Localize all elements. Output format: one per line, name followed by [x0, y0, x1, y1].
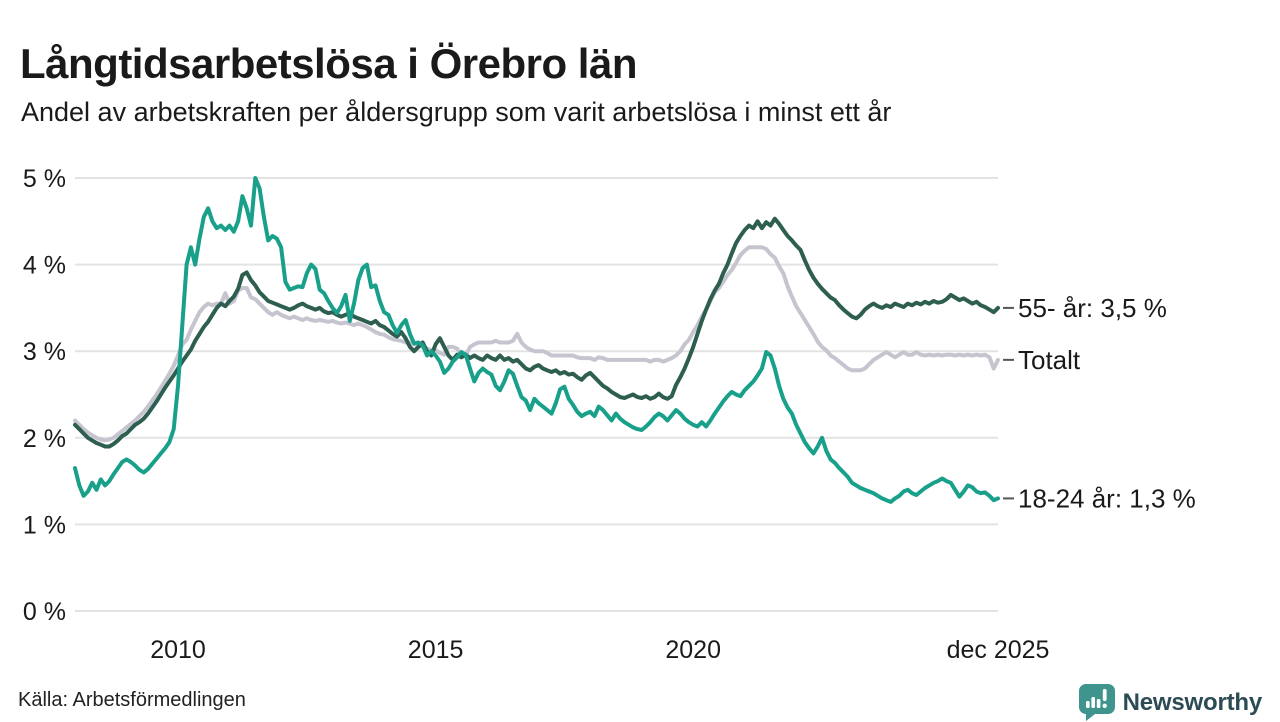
- y-tick-label: 1 %: [23, 511, 66, 539]
- y-tick-label: 2 %: [23, 425, 66, 453]
- logo-bar-3: [1096, 699, 1101, 708]
- x-tick-label: 2020: [665, 636, 721, 664]
- series-end-label-1824: 18-24 år: 1,3 %: [1018, 483, 1196, 513]
- logo-bar-2: [1091, 697, 1095, 708]
- x-tick-label: 2010: [150, 636, 206, 664]
- y-tick-label: 0 %: [23, 598, 66, 626]
- series-line-1824: [73, 176, 1000, 504]
- newsworthy-logo: Newsworthy: [1078, 684, 1263, 722]
- x-tick-label: 2015: [408, 636, 464, 664]
- newsworthy-logo-text: Newsworthy: [1122, 689, 1263, 716]
- series-end-label-55: 55- år: 3,5 %: [1018, 293, 1167, 323]
- chart-subtitle: Andel av arbetskraften per åldersgrupp s…: [21, 97, 892, 127]
- y-tick-label: 4 %: [23, 252, 66, 280]
- page-title: Långtidsarbetslösa i Örebro län: [20, 40, 637, 88]
- logo-exclamation-bar: [1102, 689, 1107, 701]
- y-tick-label: 5 %: [23, 165, 66, 193]
- y-tick-label: 3 %: [23, 338, 66, 366]
- series-end-label-totalt: Totalt: [1018, 345, 1081, 375]
- series-line-55: [73, 216, 1000, 449]
- logo-exclamation-dot: [1102, 703, 1107, 708]
- x-tick-label: dec 2025: [947, 636, 1050, 664]
- source-note: Källa: Arbetsförmedlingen: [18, 689, 246, 711]
- logo-bar-1: [1085, 701, 1090, 708]
- newsworthy-logo-icon: [1078, 684, 1115, 721]
- series-line-totalt: [73, 245, 1000, 443]
